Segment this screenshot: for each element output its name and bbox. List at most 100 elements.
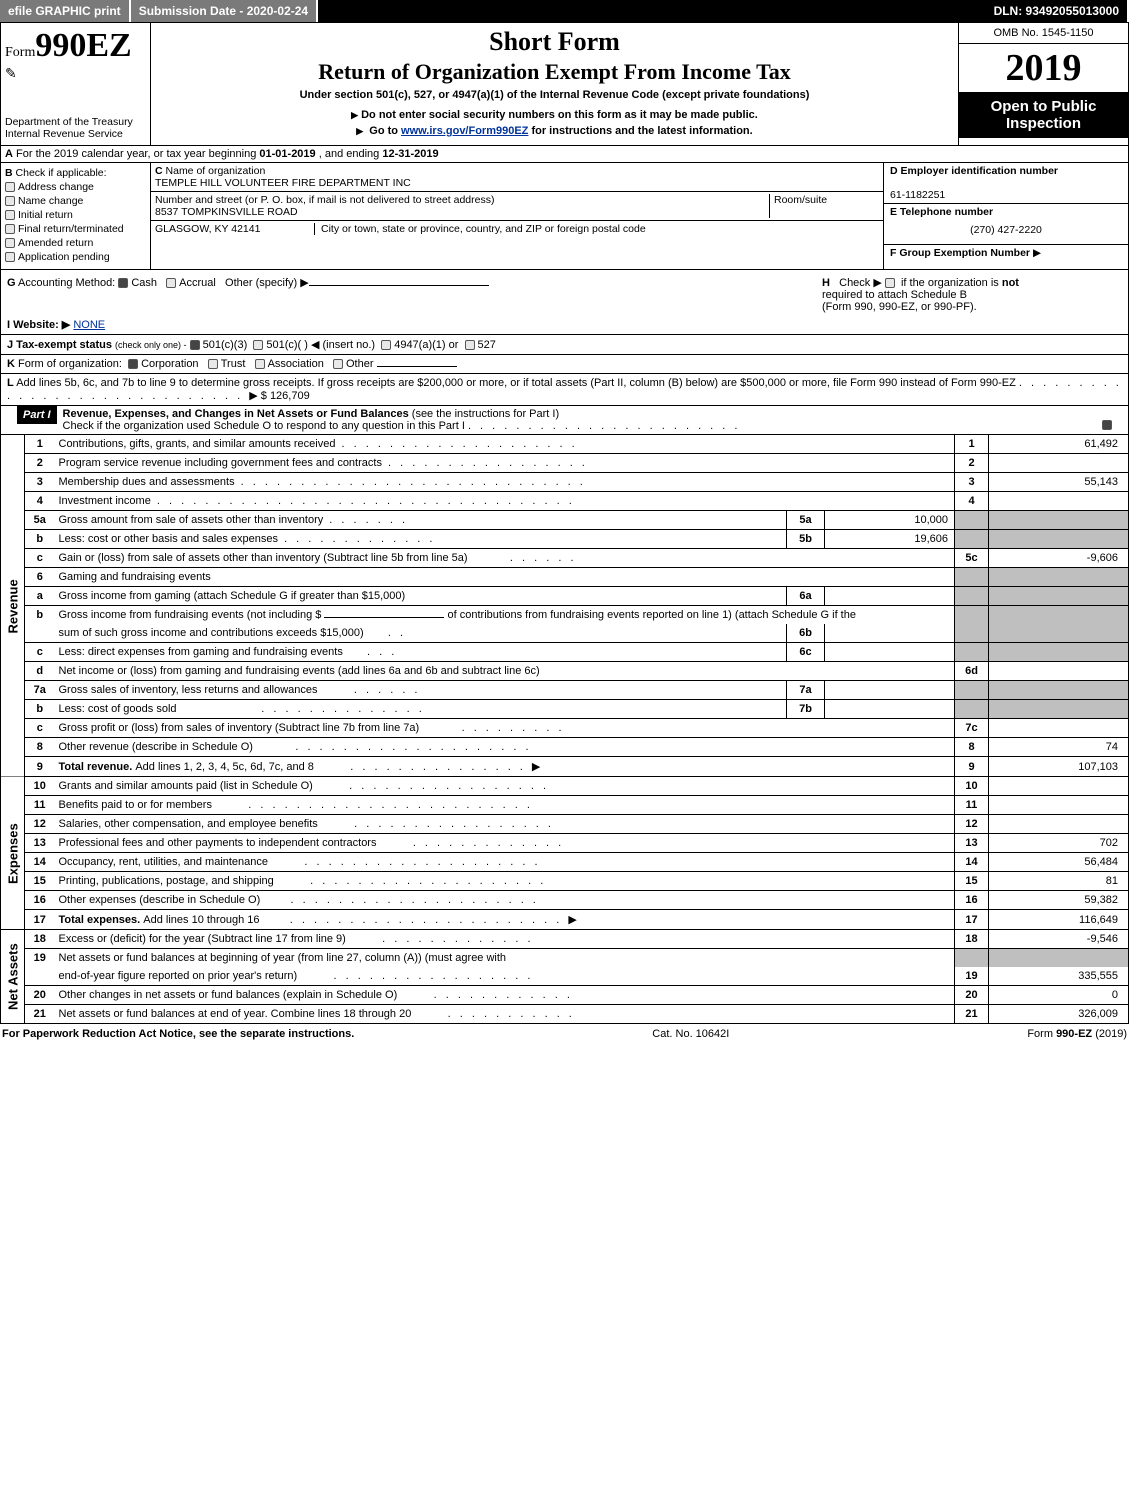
other-org-input[interactable] [377,366,457,367]
line-12-no: 12 [25,815,55,834]
org-address: 8537 TOMPKINSVILLE ROAD [155,206,298,218]
line-11-val [989,796,1129,815]
section-b-block: B Check if applicable: Address change Na… [0,163,1129,270]
chk-schedule-b[interactable] [885,278,895,288]
line-19-no: 19 [25,949,55,968]
line-15-num: 15 [955,872,989,891]
line-6d-num: 6d [955,662,989,681]
topbar-spacer [318,0,985,22]
line-5a-no: 5a [25,511,55,530]
arrow-icon [356,125,366,137]
line-5b-no: b [25,530,55,549]
addr-label: Number and street (or P. O. box, if mail… [155,194,494,206]
line-7c-num: 7c [955,719,989,738]
line-14-val: 56,484 [989,853,1129,872]
chk-association[interactable] [255,359,265,369]
line-6-no: 6 [25,568,55,587]
h-not: not [1002,277,1019,289]
line-7c-desc: Gross profit or (loss) from sales of inv… [59,722,420,734]
chk-address-change[interactable]: Address change [5,181,146,193]
chk-address-label: Address change [18,181,94,193]
line-15: 15 Printing, publications, postage, and … [1,872,1129,891]
line-5c: c Gain or (loss) from sale of assets oth… [1,549,1129,568]
line-1-no: 1 [25,435,55,454]
dln: DLN: 93492055013000 [986,0,1129,22]
line-5b: b Less: cost or other basis and sales ex… [1,530,1129,549]
line-5b-desc: Less: cost or other basis and sales expe… [59,533,279,545]
line-6a-desc: Gross income from gaming (attach Schedul… [59,590,406,602]
chk-final-return[interactable]: Final return/terminated [5,223,146,235]
chk-accrual[interactable] [166,278,176,288]
line-12-val [989,815,1129,834]
line-20-desc: Other changes in net assets or fund bala… [59,989,398,1001]
line-7b-inno: 7b [787,700,825,719]
part1-label: Part I [17,406,57,424]
chk-application-pending[interactable]: Application pending [5,251,146,263]
line-7b-inval [825,700,955,719]
grey-cell [989,643,1129,662]
line-7c: c Gross profit or (loss) from sales of i… [1,719,1129,738]
row-l-text: Add lines 5b, 6c, and 7b to line 9 to de… [16,377,1016,389]
line-21: 21 Net assets or fund balances at end of… [1,1005,1129,1024]
header-right: OMB No. 1545-1150 2019 Open to Public In… [958,23,1128,145]
line-7b-no: b [25,700,55,719]
chk-name-change[interactable]: Name change [5,195,146,207]
line-6a-inval [825,587,955,606]
gross-receipts-amount: $ 126,709 [261,390,310,402]
chk-schedule-o[interactable] [1102,420,1112,430]
line-12-desc: Salaries, other compensation, and employ… [59,818,318,830]
line-17-desc: Total expenses. [59,914,144,926]
line-6d: d Net income or (loss) from gaming and f… [1,662,1129,681]
website-value[interactable]: NONE [73,319,105,331]
line-6b-input[interactable] [324,617,444,618]
chk-527[interactable] [465,340,475,350]
other-specify-input[interactable] [309,285,489,286]
grey-cell [989,606,1129,625]
row-i: I Website: ▶ NONE [0,315,1129,335]
omb-number: OMB No. 1545-1150 [959,23,1128,44]
opt-501c3: 501(c)(3) [203,339,248,351]
line-2-no: 2 [25,454,55,473]
opt-4947: 4947(a)(1) or [394,339,458,351]
form-header: Form990EZ ✎ Department of the Treasury I… [0,22,1129,146]
efile-print-button[interactable]: efile GRAPHIC print [0,0,131,22]
chk-501c3[interactable] [190,340,200,350]
open-line2: Inspection [1006,115,1081,132]
line-10-no: 10 [25,777,55,796]
chk-corporation[interactable] [128,359,138,369]
line-6b-desc1: Gross income from fundraising events (no… [59,609,325,621]
line-9-num: 9 [955,757,989,777]
line-19-desc2: end-of-year figure reported on prior yea… [59,970,298,982]
dots: . . . . . . . . . . . . . . . . . . . . … [468,420,741,432]
group-exemption-box: F Group Exemption Number ▶ [884,245,1128,261]
blank [25,624,55,643]
org-city-box: GLASGOW, KY 42141 City or town, state or… [151,221,883,237]
website-label: I Website: ▶ [7,319,70,331]
line-13-val: 702 [989,834,1129,853]
chk-other-org[interactable] [333,359,343,369]
line-6d-desc: Net income or (loss) from gaming and fun… [59,665,540,677]
opt-corporation: Corporation [141,358,198,370]
line-6d-val [989,662,1129,681]
line-3-num: 3 [955,473,989,492]
line-5a-desc: Gross amount from sale of assets other t… [59,514,324,526]
chk-501c[interactable] [253,340,263,350]
chk-trust[interactable] [208,359,218,369]
chk-cash[interactable] [118,278,128,288]
line-19-2: end-of-year figure reported on prior yea… [1,967,1129,986]
opt-association: Association [268,358,324,370]
goto-line: Go to www.irs.gov/Form990EZ for instruct… [159,125,950,137]
line-6b-2: sum of such gross income and contributio… [1,624,1129,643]
org-city: GLASGOW, KY 42141 [155,223,260,235]
opt-501c-insert: ◀ (insert no.) [311,339,375,351]
line-20-num: 20 [955,986,989,1005]
chk-4947[interactable] [381,340,391,350]
chk-initial-return[interactable]: Initial return [5,209,146,221]
label-b: B [5,167,13,179]
line-17: 17 Total expenses. Add lines 10 through … [1,910,1129,930]
chk-amended-return[interactable]: Amended return [5,237,146,249]
irs-link[interactable]: www.irs.gov/Form990EZ [401,125,528,137]
line-3-val: 55,143 [989,473,1129,492]
line-1-num: 1 [955,435,989,454]
line-6b-desc3: sum of such gross income and contributio… [59,627,364,639]
